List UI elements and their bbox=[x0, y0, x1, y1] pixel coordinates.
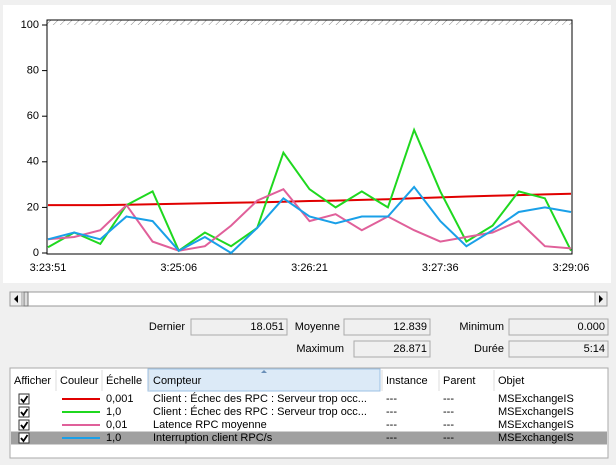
stat-box bbox=[343, 318, 431, 336]
counter: Client : Échec des RPC : Serveur trop oc… bbox=[153, 392, 367, 405]
stat-value: 0.000 bbox=[577, 321, 605, 333]
checkmark bbox=[20, 434, 29, 443]
y-tick-label: 80 bbox=[27, 65, 39, 77]
column-header[interactable]: Échelle bbox=[106, 374, 142, 387]
stat-value: 18.051 bbox=[250, 321, 284, 333]
stat-value: 5:14 bbox=[584, 343, 605, 355]
stat-box bbox=[508, 340, 609, 358]
object: MSExchangeIS bbox=[498, 432, 574, 444]
x-tick-label: 3:27:36 bbox=[422, 262, 459, 274]
arrow-left bbox=[14, 295, 18, 303]
checkbox[interactable] bbox=[18, 393, 30, 405]
series-line bbox=[47, 127, 572, 253]
scale: 1,0 bbox=[106, 432, 121, 444]
checkmark bbox=[20, 395, 29, 404]
selected-row[interactable] bbox=[11, 431, 607, 445]
parent: --- bbox=[443, 406, 454, 418]
parent: --- bbox=[443, 432, 454, 444]
series-line bbox=[47, 185, 572, 255]
x-tick-label: 3:25:06 bbox=[160, 262, 197, 274]
instance: --- bbox=[386, 419, 397, 431]
stats: Dernier 18.051 Moyenne 12.839 Minimum 0.000 Ma… bbox=[149, 318, 609, 358]
parent: --- bbox=[443, 393, 454, 405]
column-header[interactable]: Instance bbox=[386, 375, 428, 387]
stat-box bbox=[353, 340, 431, 358]
plot: 0 20 40 60 80 100 3:23:51 3:25:06 3:26:21 3:27:36… bbox=[21, 19, 590, 274]
checkbox[interactable] bbox=[18, 419, 30, 431]
column-header[interactable]: Compteur bbox=[153, 375, 202, 387]
column-header[interactable]: Objet bbox=[498, 375, 524, 387]
y-tick-label: 0 bbox=[33, 247, 39, 259]
stat-label: Minimum bbox=[459, 321, 504, 333]
sort-arrow bbox=[261, 370, 267, 373]
counter: Client : Échec des RPC : Serveur trop oc… bbox=[153, 405, 367, 418]
stat-value: 12.839 bbox=[393, 321, 427, 333]
object: MSExchangeIS bbox=[498, 393, 574, 405]
instance: --- bbox=[386, 393, 397, 405]
counter: Latence RPC moyenne bbox=[153, 419, 267, 431]
counter: Interruption client RPC/s bbox=[153, 432, 273, 444]
stat-label: Maximum bbox=[296, 343, 344, 355]
scale: 0,01 bbox=[106, 419, 127, 431]
stat-label: Durée bbox=[474, 343, 504, 355]
checkmark bbox=[20, 421, 29, 430]
stat-label: Dernier bbox=[149, 321, 185, 333]
checkbox[interactable] bbox=[18, 432, 30, 444]
series-line bbox=[48, 192, 572, 207]
y-tick-label: 20 bbox=[27, 201, 39, 213]
arrow-right bbox=[599, 295, 603, 303]
column-header[interactable]: Couleur bbox=[60, 375, 99, 387]
scale: 1,0 bbox=[106, 406, 121, 418]
plot-frame bbox=[46, 19, 573, 255]
parent: --- bbox=[443, 419, 454, 431]
instance: --- bbox=[386, 432, 397, 444]
table: Afficher Couleur Échelle Compteur Instance Pa… bbox=[11, 370, 607, 445]
stat-box bbox=[190, 318, 288, 336]
y-tick-label: 40 bbox=[27, 156, 39, 168]
instance: --- bbox=[386, 406, 397, 418]
scrollbar[interactable] bbox=[9, 291, 608, 307]
stat-label: Moyenne bbox=[295, 321, 340, 333]
column-header[interactable]: Afficher bbox=[14, 375, 51, 387]
hatch-band bbox=[47, 20, 572, 25]
checkmark bbox=[20, 408, 29, 417]
object: MSExchangeIS bbox=[498, 406, 574, 418]
stat-box bbox=[508, 318, 609, 336]
x-tick-label: 3:23:51 bbox=[30, 262, 67, 274]
x-tick-label: 3:26:21 bbox=[291, 262, 328, 274]
y-tick-label: 100 bbox=[21, 19, 39, 31]
checkbox[interactable] bbox=[18, 406, 30, 418]
sorted-header[interactable] bbox=[147, 368, 381, 392]
column-header[interactable]: Parent bbox=[443, 375, 475, 387]
x-tick-label: 3:29:06 bbox=[553, 262, 590, 274]
stat-value: 28.871 bbox=[393, 343, 427, 355]
scale: 0,001 bbox=[106, 393, 134, 405]
scroll-thumb[interactable] bbox=[23, 291, 29, 307]
y-tick-label: 60 bbox=[27, 110, 39, 122]
object: MSExchangeIS bbox=[498, 419, 574, 431]
